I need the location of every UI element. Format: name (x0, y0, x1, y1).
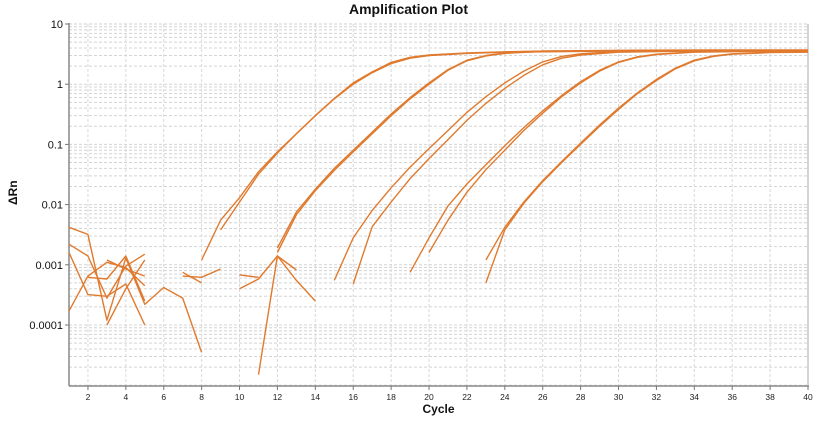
x-tick-label: 18 (386, 392, 396, 402)
x-tick-label: 40 (803, 392, 813, 402)
x-tick-label: 28 (576, 392, 586, 402)
y-tick-label: 1 (57, 79, 63, 91)
y-tick-label: 10 (51, 19, 63, 31)
curve-noise-6 (106, 259, 146, 326)
grid-lines (69, 23, 809, 386)
y-tick-label: 0.1 (48, 139, 63, 151)
y-tick-label: 0.001 (35, 260, 63, 272)
curve-noise-2 (68, 243, 146, 299)
curve-noise-10 (239, 274, 259, 278)
y-tick-label: 0.0001 (29, 320, 63, 332)
curve-noise-5 (87, 255, 146, 302)
x-tick-label: 12 (273, 392, 283, 402)
x-tick-label: 4 (123, 392, 128, 402)
curve-noise-3 (68, 252, 146, 326)
curve-noise-4 (68, 261, 146, 312)
x-tick-label: 14 (311, 392, 321, 402)
curve-sample-10 (485, 51, 809, 284)
x-axis-label: Cycle (422, 402, 455, 416)
chart-title: Amplification Plot (349, 1, 468, 17)
x-tick-label: 26 (538, 392, 548, 402)
x-tick-label: 20 (424, 392, 434, 402)
curve-noise-8 (182, 271, 202, 284)
curve-noise-12 (257, 255, 297, 375)
x-tick-label: 2 (86, 392, 91, 402)
x-tick-label: 6 (161, 392, 166, 402)
curve-sample-6 (352, 50, 809, 285)
x-tick-label: 34 (690, 392, 700, 402)
x-tick-label: 10 (235, 392, 245, 402)
x-tick-label: 30 (614, 392, 624, 402)
x-tick-label: 32 (652, 392, 662, 402)
y-tick-label: 0.01 (42, 200, 63, 212)
curve-noise-7 (106, 259, 146, 277)
x-tick-label: 36 (727, 392, 737, 402)
x-tick-label: 38 (765, 392, 775, 402)
curve-noise-9 (182, 268, 221, 278)
curve-sample-8 (428, 50, 809, 253)
curves (68, 49, 809, 375)
curve-sample-4 (276, 49, 809, 253)
x-tick-label: 8 (199, 392, 204, 402)
curve-noise-1 (68, 226, 203, 353)
x-tick-label: 24 (500, 392, 510, 402)
x-tick-label: 16 (348, 392, 358, 402)
x-tick-label: 22 (462, 392, 472, 402)
y-axis-label: ΔRn (6, 180, 20, 205)
curve-sample-5 (333, 49, 809, 281)
